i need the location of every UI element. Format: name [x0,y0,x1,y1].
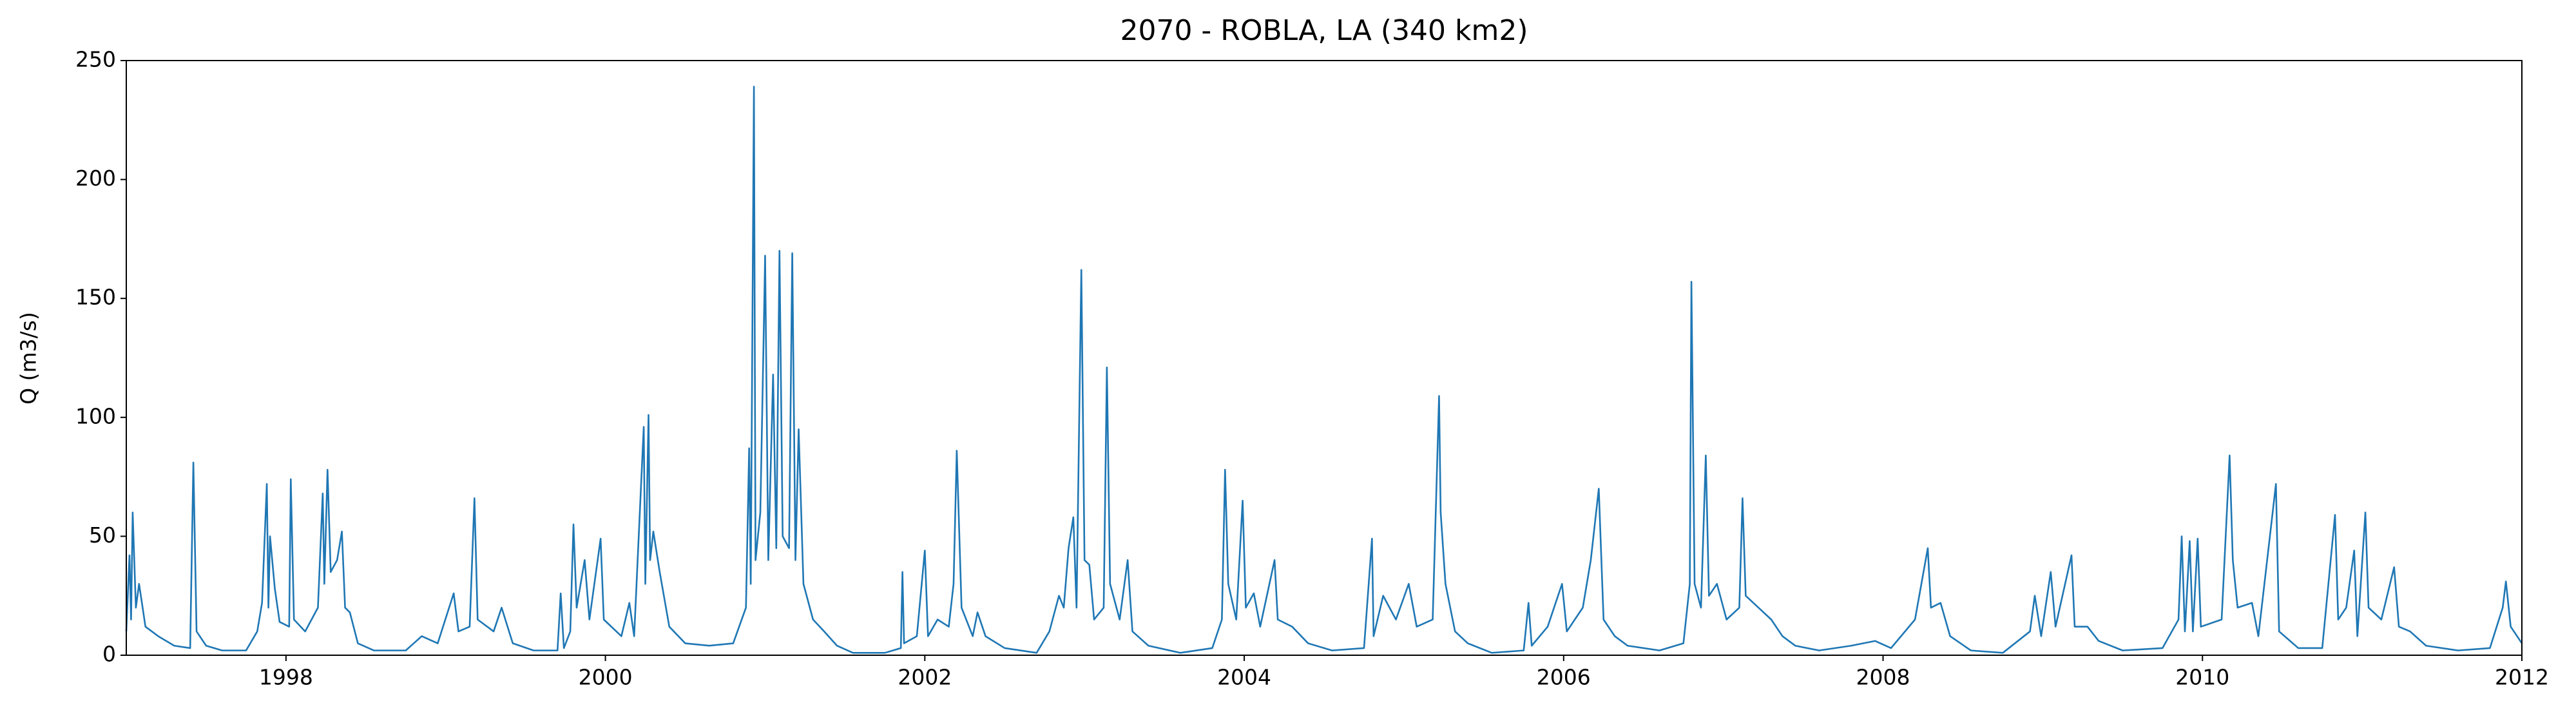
y-tick-label: 50 [89,522,116,548]
y-tick-label: 100 [75,403,116,428]
y-tick-label: 200 [75,166,116,191]
data-line [125,86,2523,654]
y-tick-label: 150 [75,285,116,310]
x-tick-label: 2006 [1537,665,1591,690]
x-tick-label: 1998 [259,665,313,690]
x-tick-label: 2010 [2175,665,2229,690]
x-tick-label: 2008 [1856,665,1910,690]
y-tick-label: 250 [75,47,116,72]
x-tick-label: 2012 [2495,665,2549,690]
plot-frame [126,60,2523,656]
x-tick-label: 2004 [1217,665,1271,690]
y-tick-label: 0 [102,642,116,667]
x-tick-label: 2000 [579,665,633,690]
x-tick-label: 2002 [898,665,952,690]
chart-title: 2070 - ROBLA, LA (340 km2) [1120,14,1528,47]
y-axis-label: Q (m3/s) [16,312,41,405]
